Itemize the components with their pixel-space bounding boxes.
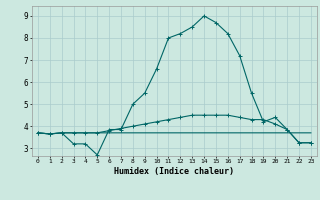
X-axis label: Humidex (Indice chaleur): Humidex (Indice chaleur)	[115, 167, 234, 176]
